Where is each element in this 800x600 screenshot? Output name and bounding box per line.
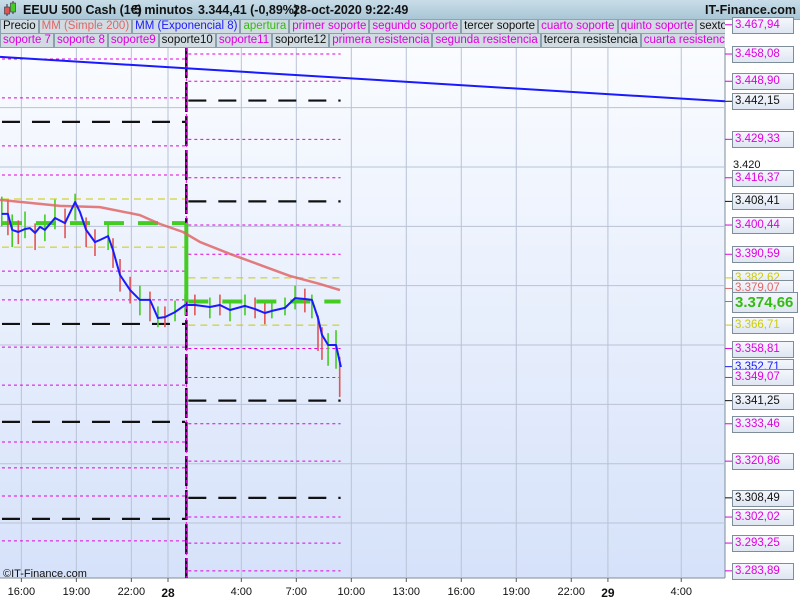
price-axis-label: 3.293,25: [732, 535, 794, 553]
legend-item[interactable]: segundo soporte: [369, 20, 462, 34]
datetime: 28-oct-2020 9:22:49: [293, 3, 409, 17]
y-tick-label: 3.420: [733, 159, 761, 171]
price-axis-label: 3.467,94: [732, 16, 794, 34]
price-axis-label: 3.302,02: [732, 509, 794, 527]
series-line-trendline: [0, 55, 725, 103]
price-change: 3.344,41 (-0,89%): [198, 3, 299, 17]
legend-item[interactable]: cuarta resistencia: [640, 34, 725, 48]
series-line-ema8: [1, 201, 342, 368]
legend-item[interactable]: primera resistencia: [329, 34, 433, 48]
price-axis-label: 3.448,90: [732, 73, 794, 91]
price-axis-label: 3.308,49: [732, 489, 794, 507]
legend-item[interactable]: soporte10: [158, 34, 216, 48]
price-axis-label: 3.390,59: [732, 246, 794, 264]
price-axis-label: 3.408,41: [732, 193, 794, 211]
title-bar: EEUU 500 Cash (1€) 5 minutos 3.344,41 (-…: [0, 0, 800, 20]
legend-item[interactable]: segunda resistencia: [432, 34, 541, 48]
indicator-lines: [0, 55, 725, 368]
price-axis-label: 3.458,08: [732, 46, 794, 64]
legend-item[interactable]: Precio: [0, 20, 39, 34]
price-axis-label: 3.429,33: [732, 131, 794, 149]
levels: [1, 48, 341, 578]
legend-item[interactable]: soporte12: [272, 34, 330, 48]
plot-area: [0, 48, 725, 578]
legend-item[interactable]: primer soporte: [289, 20, 370, 34]
x-tick-label: 4:00: [670, 586, 692, 598]
legend-item[interactable]: tercera resistencia: [540, 34, 641, 48]
x-tick-label: 22:00: [117, 586, 146, 598]
x-tick-label: 10:00: [337, 586, 366, 598]
grid: [0, 48, 725, 578]
legend-item[interactable]: MM (Simple 200): [38, 20, 133, 34]
price-axis-label: 3.283,89: [732, 562, 794, 580]
price-axis-label: 3.400,44: [732, 217, 794, 235]
legend-row-2: soporte 7 soporte 8 soporte9 soporte10 sopor…: [0, 34, 725, 48]
price-axis-label: 3.349,07: [732, 369, 794, 387]
series-line-sma200: [0, 198, 341, 292]
x-tick-label: 13:00: [392, 586, 421, 598]
axis-ticks: [20, 24, 733, 582]
x-tick-label: 4:00: [230, 586, 253, 598]
x-tick-label: 16:00: [7, 586, 36, 598]
legend-item[interactable]: soporte11: [215, 34, 273, 48]
legend-item[interactable]: soporte 8: [53, 34, 108, 48]
price-axis-label: 3.341,25: [732, 392, 794, 410]
price-axis-label: 3.374,66: [732, 291, 798, 313]
price-axis-label: 3.442,15: [732, 93, 794, 111]
legend-item[interactable]: soporte9: [107, 34, 159, 48]
brand: IT-Finance.com: [705, 3, 796, 17]
legend-item[interactable]: MM (Exponencial 8): [132, 20, 241, 34]
x-tick-label: 19:00: [502, 586, 531, 598]
instrument-name: EEUU 500 Cash (1€): [23, 3, 142, 17]
candlestick-logo-icon: [4, 1, 16, 16]
timeframe: 5 minutos: [134, 3, 194, 17]
x-tick-label: 29: [601, 586, 615, 600]
x-tick-label: 7:00: [285, 586, 308, 598]
x-tick-label: 16:00: [447, 586, 476, 598]
legend-item[interactable]: soporte 7: [0, 34, 54, 48]
legend-item[interactable]: sexto soporte: [696, 20, 725, 34]
x-tick-label: 22:00: [557, 586, 586, 598]
price-axis-label: 3.358,81: [732, 340, 794, 358]
legend-item[interactable]: cuarto soporte: [538, 20, 618, 34]
legend-item[interactable]: apertura: [240, 20, 290, 34]
legend-row-1: Precio MM (Simple 200) MM (Exponencial 8) a…: [0, 20, 725, 34]
x-tick-label: 19:00: [62, 586, 91, 598]
legend-item[interactable]: quinto soporte: [617, 20, 697, 34]
watermark: ©IT-Finance.com: [3, 568, 87, 580]
x-tick-label: 28: [161, 586, 175, 600]
price-axis-label: 3.333,46: [732, 415, 794, 433]
price-axis-label: 3.320,86: [732, 453, 794, 471]
legend-item[interactable]: tercer soporte: [461, 20, 539, 34]
price-axis-label: 3.366,71: [732, 317, 794, 335]
price-axis-label: 3.416,37: [732, 169, 794, 187]
